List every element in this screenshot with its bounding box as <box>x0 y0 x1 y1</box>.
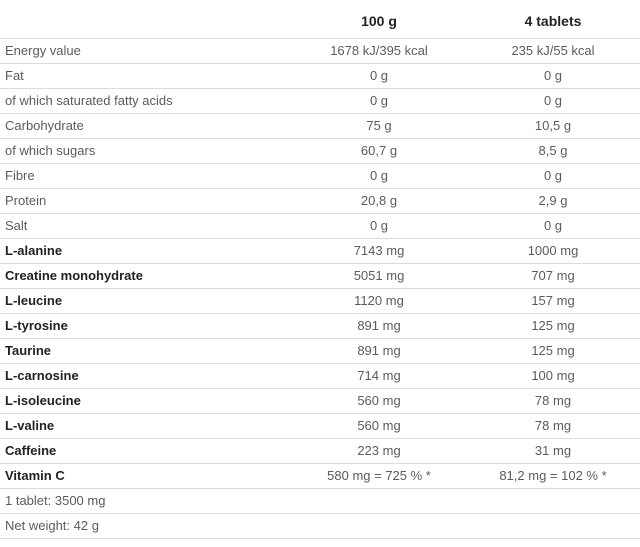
value-per-4-tablets: 235 kJ/55 kcal <box>466 38 640 64</box>
table-row-sugars: of which sugars 60,7 g 8,5 g <box>0 138 640 164</box>
value-per-100g: 891 mg <box>292 338 466 364</box>
nutrient-label: Energy value <box>0 38 292 64</box>
table-row-caffeine: Caffeine 223 mg 31 mg <box>0 438 640 464</box>
nutrient-label: L-valine <box>0 413 292 439</box>
value-per-100g: 0 g <box>292 88 466 114</box>
header-per-100g: 100 g <box>292 0 466 39</box>
nutrient-label: L-leucine <box>0 288 292 314</box>
value-per-100g: 60,7 g <box>292 138 466 164</box>
value-per-4-tablets: 81,2 mg = 102 % * <box>466 463 640 489</box>
value-per-4-tablets: 78 mg <box>466 413 640 439</box>
footnote-text: Net weight: 42 g <box>0 513 640 539</box>
table-row-protein: Protein 20,8 g 2,9 g <box>0 188 640 214</box>
nutrient-label: Fibre <box>0 163 292 189</box>
table-row-fibre: Fibre 0 g 0 g <box>0 163 640 189</box>
table-row-l-tyrosine: L-tyrosine 891 mg 125 mg <box>0 313 640 339</box>
table-row-vitamin-c: Vitamin C 580 mg = 725 % * 81,2 mg = 102… <box>0 463 640 489</box>
value-per-4-tablets: 707 mg <box>466 263 640 289</box>
nutrient-label: Carbohydrate <box>0 113 292 139</box>
value-per-100g: 560 mg <box>292 388 466 414</box>
value-per-4-tablets: 125 mg <box>466 338 640 364</box>
table-row-l-leucine: L-leucine 1120 mg 157 mg <box>0 288 640 314</box>
value-per-100g: 223 mg <box>292 438 466 464</box>
table-row-salt: Salt 0 g 0 g <box>0 213 640 239</box>
value-per-4-tablets: 157 mg <box>466 288 640 314</box>
table-row-carbohydrate: Carbohydrate 75 g 10,5 g <box>0 113 640 139</box>
value-per-100g: 7143 mg <box>292 238 466 264</box>
value-per-4-tablets: 0 g <box>466 88 640 114</box>
table-row-saturated-fatty-acids: of which saturated fatty acids 0 g 0 g <box>0 88 640 114</box>
header-per-4-tablets: 4 tablets <box>466 0 640 39</box>
value-per-100g: 0 g <box>292 63 466 89</box>
table-row-creatine-monohydrate: Creatine monohydrate 5051 mg 707 mg <box>0 263 640 289</box>
value-per-100g: 891 mg <box>292 313 466 339</box>
value-per-100g: 75 g <box>292 113 466 139</box>
nutrient-label: Caffeine <box>0 438 292 464</box>
value-per-100g: 5051 mg <box>292 263 466 289</box>
nutrient-label: L-tyrosine <box>0 313 292 339</box>
nutrient-label: Salt <box>0 213 292 239</box>
value-per-100g: 0 g <box>292 213 466 239</box>
value-per-4-tablets: 10,5 g <box>466 113 640 139</box>
value-per-4-tablets: 2,9 g <box>466 188 640 214</box>
value-per-4-tablets: 0 g <box>466 63 640 89</box>
value-per-4-tablets: 31 mg <box>466 438 640 464</box>
value-per-4-tablets: 78 mg <box>466 388 640 414</box>
table-row-l-carnosine: L-carnosine 714 mg 100 mg <box>0 363 640 389</box>
value-per-4-tablets: 0 g <box>466 163 640 189</box>
value-per-100g: 1678 kJ/395 kcal <box>292 38 466 64</box>
nutrient-label: Vitamin C <box>0 463 292 489</box>
nutrient-label: of which saturated fatty acids <box>0 88 292 114</box>
value-per-4-tablets: 100 mg <box>466 363 640 389</box>
table-row-taurine: Taurine 891 mg 125 mg <box>0 338 640 364</box>
nutrient-label: L-alanine <box>0 238 292 264</box>
value-per-100g: 0 g <box>292 163 466 189</box>
table-header-row: 100 g 4 tablets <box>0 0 640 39</box>
table-row-l-alanine: L-alanine 7143 mg 1000 mg <box>0 238 640 264</box>
nutrient-label: L-isoleucine <box>0 388 292 414</box>
value-per-4-tablets: 1000 mg <box>466 238 640 264</box>
nutrient-label: L-carnosine <box>0 363 292 389</box>
nutrient-label: Creatine monohydrate <box>0 263 292 289</box>
value-per-100g: 1120 mg <box>292 288 466 314</box>
table-row-l-valine: L-valine 560 mg 78 mg <box>0 413 640 439</box>
table-row-energy-value: Energy value 1678 kJ/395 kcal 235 kJ/55 … <box>0 38 640 64</box>
table-row-tablet-weight-note: 1 tablet: 3500 mg <box>0 488 640 514</box>
table-row-fat: Fat 0 g 0 g <box>0 63 640 89</box>
nutrient-label: Protein <box>0 188 292 214</box>
header-nutrient-column <box>0 0 292 39</box>
value-per-100g: 20,8 g <box>292 188 466 214</box>
table-row-net-weight-note: Net weight: 42 g <box>0 513 640 539</box>
nutrient-label: Taurine <box>0 338 292 364</box>
footnote-text: 1 tablet: 3500 mg <box>0 488 640 514</box>
value-per-4-tablets: 125 mg <box>466 313 640 339</box>
nutrient-label: Fat <box>0 63 292 89</box>
table-row-l-isoleucine: L-isoleucine 560 mg 78 mg <box>0 388 640 414</box>
value-per-100g: 580 mg = 725 % * <box>292 463 466 489</box>
value-per-100g: 714 mg <box>292 363 466 389</box>
nutrient-label: of which sugars <box>0 138 292 164</box>
value-per-4-tablets: 0 g <box>466 213 640 239</box>
value-per-100g: 560 mg <box>292 413 466 439</box>
value-per-4-tablets: 8,5 g <box>466 138 640 164</box>
